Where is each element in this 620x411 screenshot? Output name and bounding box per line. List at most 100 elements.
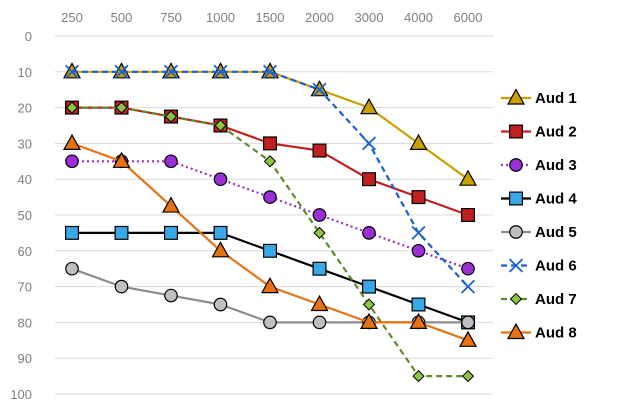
- y-tick-label: 0: [25, 29, 32, 44]
- series-6: [64, 64, 476, 294]
- circle-marker: [263, 190, 277, 204]
- circle-marker: [509, 225, 523, 239]
- y-tick-label: 10: [18, 65, 32, 80]
- x-marker: [411, 225, 426, 240]
- circle-marker: [312, 315, 327, 330]
- x-tick-label: 1000: [206, 10, 235, 25]
- legend-item: Aud 1: [501, 88, 577, 107]
- square-marker: [64, 225, 79, 240]
- y-tick-label: 40: [18, 172, 32, 187]
- series-5: [65, 261, 475, 330]
- square-marker: [509, 124, 524, 139]
- legend-label: Aud 1: [535, 90, 577, 107]
- y-tick-label: 30: [18, 136, 32, 151]
- triangle-marker: [62, 133, 82, 150]
- gridlines: [55, 35, 493, 395]
- triangle-marker: [458, 330, 478, 347]
- square-marker: [312, 261, 327, 276]
- series-line: [72, 160, 469, 270]
- triangle-marker: [359, 97, 379, 115]
- legend-label: Aud 3: [535, 157, 577, 174]
- square-marker: [263, 243, 278, 258]
- y-tick-label: 60: [18, 244, 32, 259]
- square-marker: [461, 208, 476, 223]
- x-tick-label: 2000: [305, 10, 334, 25]
- x-tick-label: 6000: [454, 10, 483, 25]
- circle-marker: [263, 315, 277, 330]
- triangle-marker: [506, 322, 526, 340]
- y-tick-label: 50: [18, 208, 32, 223]
- legend-label: Aud 7: [535, 291, 577, 308]
- x-tick-label: 250: [61, 10, 83, 25]
- legend-item: Aud 8: [501, 322, 577, 342]
- series-lines: [62, 62, 478, 383]
- legend-label: Aud 5: [535, 224, 577, 241]
- circle-marker: [509, 158, 523, 172]
- square-marker: [312, 143, 327, 158]
- legend-item: Aud 4: [501, 191, 577, 208]
- legend-item: Aud 5: [501, 224, 577, 241]
- x-marker: [361, 136, 377, 151]
- triangle-marker: [506, 88, 526, 105]
- diamond-marker: [263, 155, 277, 168]
- diamond-marker: [164, 110, 178, 123]
- circle-marker: [213, 297, 228, 312]
- x-marker: [460, 279, 476, 294]
- diamond-marker: [313, 226, 326, 240]
- series-line: [71, 267, 468, 324]
- x-marker: [312, 82, 327, 97]
- x-tick-label: 500: [111, 10, 133, 25]
- x-tick-label: 1500: [256, 10, 285, 25]
- legend-label: Aud 6: [535, 258, 577, 275]
- triangle-marker: [161, 196, 181, 213]
- circle-marker: [362, 226, 376, 240]
- series-line: [72, 70, 469, 288]
- x-tick-label: 3000: [355, 10, 384, 25]
- x-marker: [213, 64, 228, 79]
- circle-marker: [461, 315, 475, 330]
- legend: Aud 1 Aud 2 Aud 3 Aud 4 Aud 5 Aud 6 Aud 7 Aud 8: [501, 88, 577, 342]
- triangle-marker: [211, 241, 230, 258]
- y-tick-label: 20: [18, 101, 32, 116]
- legend-item: Aud 2: [501, 124, 577, 141]
- legend-label: Aud 4: [535, 191, 577, 208]
- square-marker: [164, 225, 179, 240]
- diamond-marker: [115, 101, 128, 114]
- circle-marker: [411, 243, 426, 258]
- square-marker: [362, 172, 377, 187]
- circle-marker: [65, 261, 79, 276]
- legend-item: Aud 6: [501, 258, 577, 275]
- x-marker: [64, 64, 80, 79]
- series-8: [62, 133, 478, 347]
- series-line: [71, 142, 469, 342]
- triangle-marker: [260, 276, 280, 294]
- diamond-marker: [509, 292, 523, 306]
- triangle-marker: [458, 169, 478, 186]
- diamond-marker: [412, 369, 425, 383]
- x-tick-label: 4000: [404, 10, 433, 25]
- legend-label: Aud 2: [535, 124, 577, 141]
- square-marker: [411, 190, 426, 205]
- triangle-marker: [409, 312, 428, 329]
- circle-marker: [65, 154, 79, 169]
- triangle-marker: [409, 133, 428, 150]
- circle-marker: [114, 279, 129, 294]
- diamond-marker: [362, 298, 376, 311]
- circle-marker: [312, 208, 327, 222]
- square-marker: [263, 136, 278, 151]
- y-tick-label: 100: [10, 387, 32, 402]
- diamond-marker: [65, 101, 79, 114]
- diamond-marker: [214, 119, 227, 132]
- triangle-marker: [112, 151, 131, 168]
- triangle-marker: [359, 312, 379, 329]
- series-7: [65, 101, 475, 383]
- x-marker: [262, 64, 278, 79]
- legend-label: Aud 8: [535, 325, 577, 342]
- legend-item: Aud 7: [501, 291, 577, 308]
- series-2: [64, 100, 476, 223]
- legend-item: Aud 3: [501, 157, 577, 174]
- x-marker: [508, 258, 524, 273]
- x-marker: [163, 64, 179, 79]
